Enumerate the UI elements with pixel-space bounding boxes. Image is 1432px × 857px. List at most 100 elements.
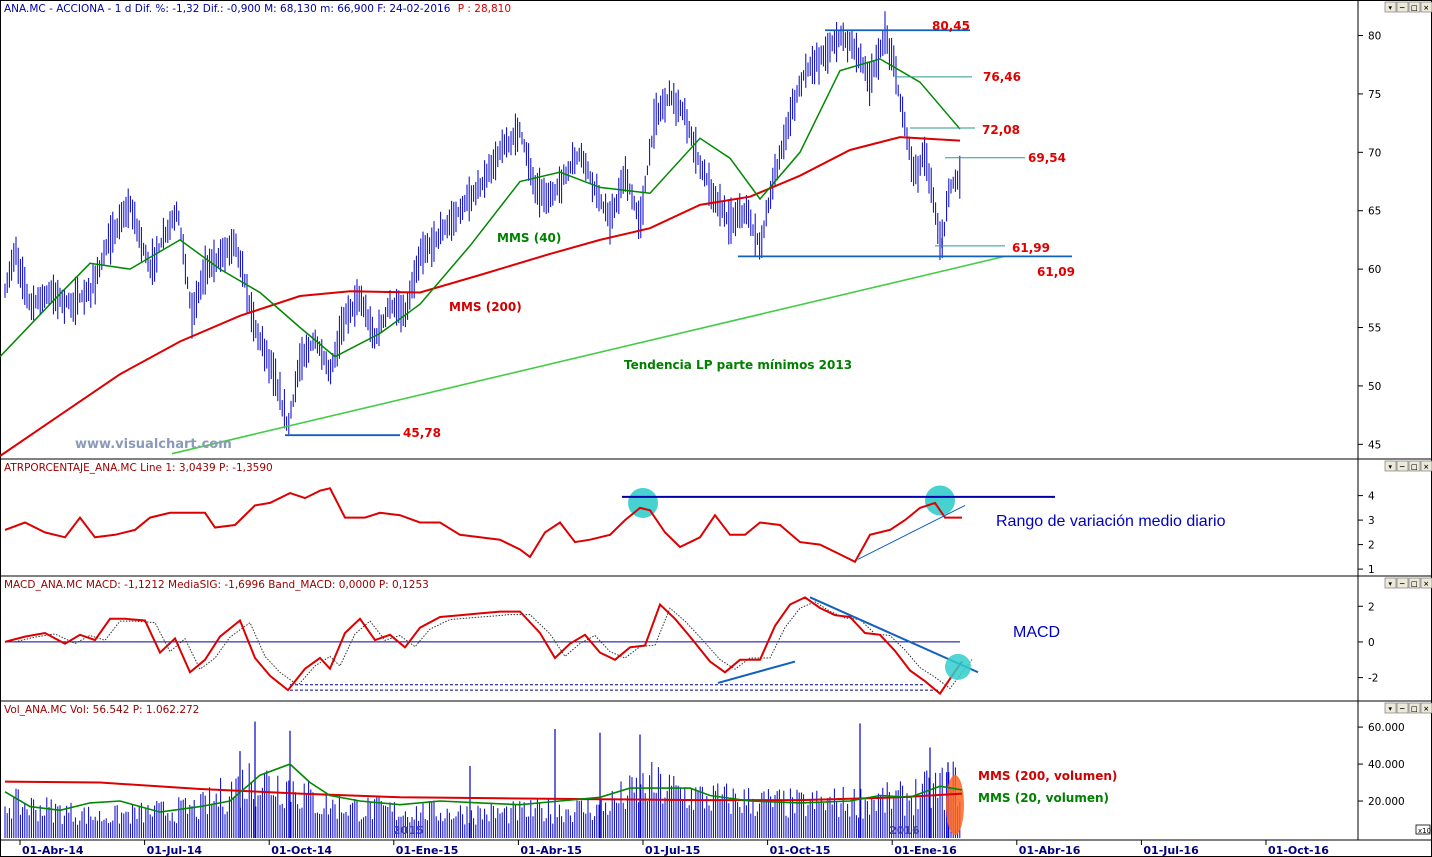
y-tick-label: 2 [1368, 540, 1375, 552]
trendline-label: Tendencia LP parte mínimos 2013 [624, 358, 852, 372]
level-label-69-54: 69,54 [1028, 151, 1066, 165]
window-button[interactable] [1408, 460, 1421, 472]
window-button[interactable] [1384, 702, 1397, 714]
window-button[interactable] [1384, 460, 1397, 472]
year-mark-2015: 2015 [393, 824, 424, 837]
window-button-glyph: − [1400, 463, 1406, 473]
y-tick-label: 75 [1368, 89, 1381, 101]
window-button[interactable] [1396, 460, 1409, 472]
year-mark-2016: 2016 [889, 824, 920, 837]
highlight-circle [925, 485, 955, 516]
macd-signal-line [14, 601, 973, 690]
level-label-61-09: 61,09 [1037, 265, 1075, 279]
atr-line [4, 487, 962, 564]
window-button-glyph: × [1424, 463, 1429, 473]
window-button[interactable] [1396, 577, 1409, 589]
window-button[interactable] [1420, 577, 1432, 589]
y-tick-label: 55 [1368, 323, 1381, 335]
window-button-glyph: × [1424, 580, 1429, 590]
window-button[interactable] [1420, 1, 1432, 13]
window-button-glyph: ▾ [1388, 705, 1393, 715]
scale-note-box [1415, 824, 1431, 835]
x-tick-label: 01-Oct-16 [1268, 844, 1329, 857]
highlight-circle [945, 653, 971, 680]
y-tick-label: 20.000 [1368, 796, 1405, 808]
window-button-glyph: − [1400, 705, 1406, 715]
volume-mms20-line [4, 763, 963, 813]
y-tick-label: 1 [1368, 564, 1375, 576]
window-button[interactable] [1384, 577, 1397, 589]
window-button[interactable] [1408, 577, 1421, 589]
window-button[interactable] [1396, 1, 1409, 13]
y-tick-label: 4 [1368, 491, 1375, 503]
y-tick-label: 0 [1368, 637, 1375, 649]
window-button-glyph: ▾ [1388, 4, 1393, 14]
level-label-72-08: 72,08 [982, 123, 1020, 137]
x-axis: 01-Abr-14 01-Jul-14 01-Oct-14 01-Ene-15 01-A… [19, 840, 1329, 857]
y-tick-label: 60 [1368, 264, 1381, 276]
y-tick-label: 3 [1368, 515, 1375, 527]
x-tick-label: 01-Abr-16 [1019, 844, 1081, 857]
y-tick-label: 70 [1368, 147, 1381, 159]
y-tick-label: -2 [1368, 673, 1378, 685]
x-tick-label: 01-Abr-15 [520, 844, 582, 857]
y-tick-label: 2 [1368, 601, 1375, 613]
x-tick-label: 01-Jul-14 [147, 844, 203, 857]
atr-annotation: Rango de variación medio diario [996, 513, 1226, 530]
y-tick-label: 65 [1368, 206, 1381, 218]
x-tick-label: 01-Jul-16 [1143, 844, 1199, 857]
price-panel-title: ANA.MC - ACCIONA - 1 d Dif. %: -1,32 Dif… [4, 3, 511, 15]
window-button-glyph: × [1424, 705, 1429, 715]
x-tick-label: 01-Ene-15 [396, 844, 459, 857]
price-panel: 80 75 70 65 60 55 50 45 [0, 11, 1381, 457]
y-tick-label: 80 [1368, 31, 1381, 43]
watermark-text: www.visualchart.com [75, 437, 232, 452]
level-label-45-78: 45,78 [403, 426, 441, 440]
macd-trend-line [717, 660, 796, 684]
window-button-glyph: □ [1412, 463, 1418, 473]
volume-mms200-line [4, 780, 963, 802]
window-button[interactable] [1420, 460, 1432, 472]
mms40-label: MMS (40) [497, 231, 561, 245]
y-tick-label: 60.000 [1368, 722, 1405, 734]
y-tick-label: 40.000 [1368, 759, 1405, 771]
window-buttons[interactable]: ▾ − □ ×▾ − □ ×▾ − □ ×▾ − □ × [1384, 1, 1432, 715]
window-button[interactable] [1396, 702, 1409, 714]
window-button-glyph: − [1400, 580, 1406, 590]
volume-highlight [946, 775, 964, 835]
long-term-trendline [171, 255, 1006, 455]
volume-panel-title: Vol_ANA.MC Vol: 56.542 P: 1.062.272 [4, 704, 199, 716]
window-button-glyph: ▾ [1388, 580, 1393, 590]
macd-line [4, 596, 963, 696]
macd-panel-title: MACD_ANA.MC MACD: -1,1212 MediaSIG: -1,6… [4, 579, 429, 591]
level-label-80-45: 80,45 [932, 19, 970, 33]
volume-mms20-label: MMS (20, volumen) [978, 791, 1109, 805]
volume-mms200-label: MMS (200, volumen) [978, 769, 1117, 783]
atr-support-line [857, 504, 966, 560]
level-label-76-46: 76,46 [983, 70, 1021, 84]
macd-annotation: MACD [1013, 624, 1060, 641]
x-tick-label: 01-Oct-14 [271, 844, 332, 857]
window-button[interactable] [1408, 1, 1421, 13]
window-button-glyph: − [1400, 4, 1406, 14]
mms40-line [0, 58, 961, 358]
window-button-glyph: □ [1412, 580, 1418, 590]
window-button[interactable] [1384, 1, 1397, 13]
window-button-glyph: □ [1412, 705, 1418, 715]
window-button[interactable] [1408, 702, 1421, 714]
window-button-glyph: □ [1412, 4, 1418, 14]
atr-panel-title: ATRPORCENTAJE_ANA.MC Line 1: 3,0439 P: -… [4, 462, 273, 474]
volume-panel: 60.000 40.000 20.000 [4, 721, 1405, 838]
x-tick-label: 01-Ene-16 [894, 844, 957, 857]
window-button-glyph: ▾ [1388, 463, 1393, 473]
x-tick-label: 01-Jul-15 [645, 844, 700, 857]
macd-panel: 2 0 -2 [4, 596, 1378, 696]
window-button[interactable] [1420, 702, 1432, 714]
level-label-61-99: 61,99 [1012, 241, 1050, 255]
atr-panel: 4 3 2 1 [4, 485, 1375, 576]
y-tick-label: 45 [1368, 439, 1381, 451]
x-tick-label: 01-Oct-15 [770, 844, 831, 857]
y-tick-label: 50 [1368, 381, 1381, 393]
